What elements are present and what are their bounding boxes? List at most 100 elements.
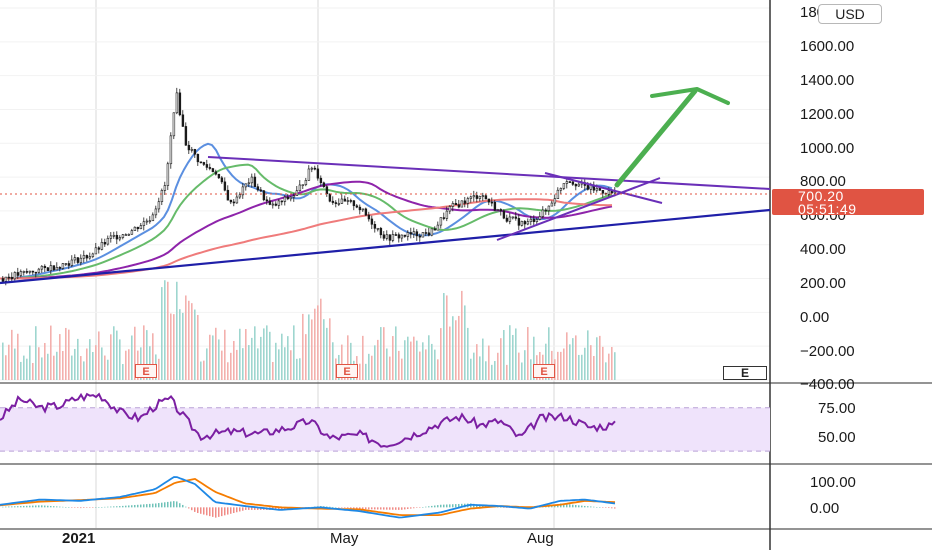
macd-histogram-bar xyxy=(416,507,418,508)
volume-bar xyxy=(389,356,391,380)
earnings-flag[interactable]: E xyxy=(533,364,555,378)
volume-bar xyxy=(428,335,430,380)
candle-body xyxy=(550,202,554,207)
volume-bar xyxy=(614,352,616,380)
candle-body xyxy=(46,267,50,271)
macd-histogram-bar xyxy=(176,501,178,508)
macd-histogram-bar xyxy=(584,505,586,508)
candle-body xyxy=(19,271,23,276)
candle-body xyxy=(478,196,482,199)
volume-bar xyxy=(545,343,547,380)
currency-button[interactable]: USD xyxy=(818,4,882,24)
candle-body xyxy=(169,135,173,165)
candle-body xyxy=(388,234,392,241)
candle-body xyxy=(103,241,107,245)
candle-body xyxy=(322,182,326,187)
macd-histogram-bar xyxy=(137,504,139,508)
macd-histogram-bar xyxy=(248,507,250,510)
volume-bar xyxy=(182,312,184,380)
volume-bar xyxy=(329,318,331,380)
macd-histogram-bar xyxy=(11,506,13,508)
candle-body xyxy=(472,195,476,198)
candle-body xyxy=(217,173,221,179)
volume-bar xyxy=(377,339,379,380)
candle-body xyxy=(352,200,356,207)
candle-body xyxy=(505,217,509,222)
date-axis-label: Aug xyxy=(527,530,554,547)
candle-body xyxy=(178,92,182,116)
candle-body xyxy=(574,184,578,187)
candle-body xyxy=(289,196,293,200)
candle-body xyxy=(364,208,368,216)
volume-bar xyxy=(485,361,487,380)
macd-histogram-bar xyxy=(497,506,499,508)
macd-axis-label: 100.00 xyxy=(810,474,856,491)
macd-histogram-bar xyxy=(377,507,379,510)
macd-histogram-bar xyxy=(113,506,115,508)
earnings-flag[interactable]: E xyxy=(135,364,157,378)
candle-body xyxy=(484,195,488,200)
candle-body xyxy=(199,161,203,164)
volume-bar xyxy=(107,359,109,380)
macd-histogram-bar xyxy=(413,507,415,509)
volume-bar xyxy=(518,352,520,380)
candle-body xyxy=(304,180,308,186)
macd-histogram-bar xyxy=(68,507,70,508)
volume-bar xyxy=(569,344,571,380)
candle-body xyxy=(301,184,305,187)
volume-bar xyxy=(395,326,397,380)
macd-histogram-bar xyxy=(503,507,505,508)
volume-bar xyxy=(371,355,373,380)
volume-bar xyxy=(224,329,226,380)
candle-body xyxy=(124,234,128,236)
volume-bar xyxy=(32,362,34,380)
volume-bar xyxy=(140,347,142,380)
candle-body xyxy=(595,188,599,191)
volume-bar xyxy=(521,362,523,380)
macd-histogram-bar xyxy=(200,507,202,514)
volume-bar xyxy=(167,281,169,380)
macd-histogram-bar xyxy=(158,503,160,508)
candle-body xyxy=(385,234,389,239)
volume-bar xyxy=(179,309,181,380)
candle-body xyxy=(490,201,494,204)
candle-body xyxy=(286,196,290,200)
candle-body xyxy=(160,190,164,203)
macd-histogram-bar xyxy=(422,507,424,508)
volume-bar xyxy=(557,351,559,380)
macd-histogram-bar xyxy=(362,507,364,510)
candle-body xyxy=(535,219,539,222)
volume-bar xyxy=(413,336,415,380)
candle-body xyxy=(409,232,413,235)
macd-histogram-bar xyxy=(98,507,100,508)
volume-bar xyxy=(584,347,586,380)
macd-histogram-bar xyxy=(20,506,22,508)
macd-histogram-bar xyxy=(104,506,106,508)
volume-bar xyxy=(56,351,58,380)
macd-histogram-bar xyxy=(182,504,184,508)
volume-bar xyxy=(476,344,478,380)
volume-bar xyxy=(245,329,247,380)
candle-body xyxy=(1,278,5,282)
trendlines[interactable] xyxy=(0,87,771,285)
candle-body xyxy=(61,263,65,269)
macd-histogram-bar xyxy=(95,507,97,508)
volume-bar xyxy=(563,348,565,380)
macd-histogram-bar xyxy=(344,507,346,508)
macd-histogram-bar xyxy=(23,505,25,508)
candle-body xyxy=(460,200,464,208)
candle-body xyxy=(538,216,542,220)
macd-histogram-bar xyxy=(578,505,580,508)
volume-bar xyxy=(215,327,217,380)
candle-body xyxy=(319,177,323,184)
macd-histogram-bar xyxy=(608,507,610,509)
earnings-flag[interactable]: E xyxy=(336,364,358,378)
volume-bar xyxy=(515,328,517,380)
volume-bar xyxy=(593,356,595,380)
volume-bar xyxy=(203,360,205,380)
candle-body xyxy=(421,232,425,238)
events-toggle-button[interactable]: E xyxy=(723,366,767,380)
resistance-trendline xyxy=(207,156,771,190)
